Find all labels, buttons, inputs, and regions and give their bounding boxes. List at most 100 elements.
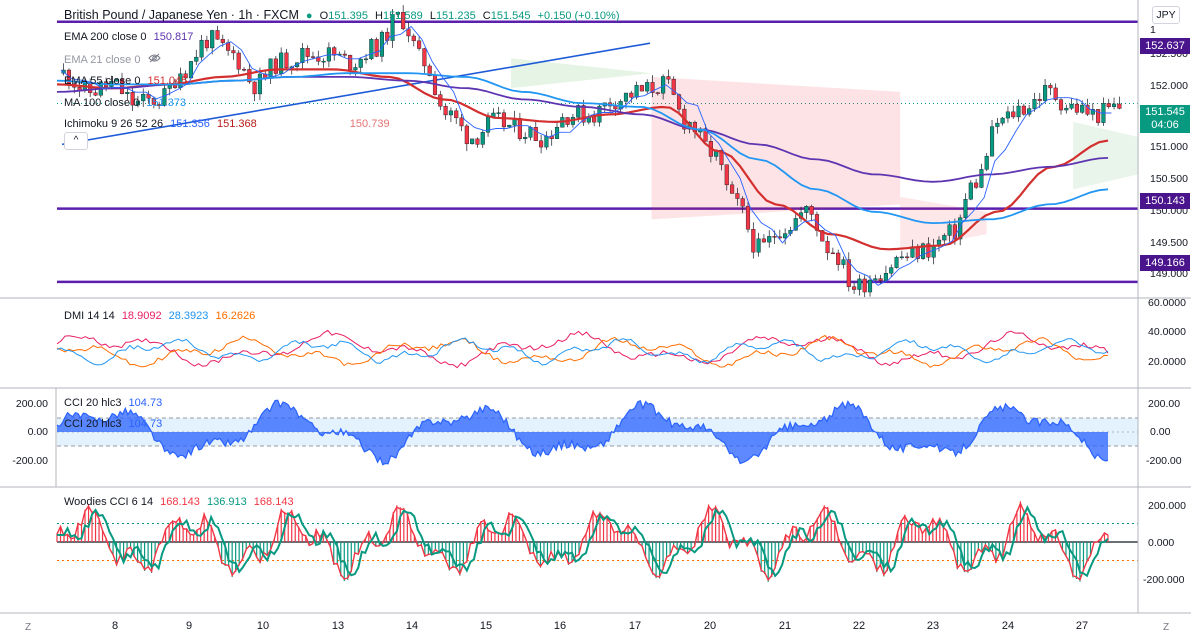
candle-body <box>125 92 130 94</box>
candle-body <box>353 67 358 71</box>
candle-body <box>475 138 480 145</box>
close-value: 151.545 <box>490 10 531 22</box>
high-value: 151.589 <box>382 10 423 22</box>
zoom-left-button[interactable]: Z <box>25 622 32 633</box>
candle-body <box>443 106 448 116</box>
ma100-line <box>56 72 1109 225</box>
candle-body <box>989 126 995 157</box>
candle-body <box>719 149 724 165</box>
candle-body <box>544 135 549 148</box>
candle-body <box>1021 105 1026 115</box>
ema55-value: 151.045 <box>147 75 188 87</box>
time-axis-label: 21 <box>778 620 792 632</box>
candle-body <box>592 116 597 123</box>
legend-ema55[interactable]: EMA 55 close 0 151.045 <box>64 75 191 87</box>
candle-body <box>804 206 809 213</box>
ichimoku-cloud <box>1073 121 1138 190</box>
time-axis-label: 23 <box>926 620 940 632</box>
ema21-label: EMA 21 close 0 <box>64 54 141 66</box>
candle-body <box>952 224 957 240</box>
candle-body <box>1058 99 1064 111</box>
candle-body <box>846 259 851 287</box>
currency-button[interactable]: JPY <box>1152 6 1180 24</box>
candle-body <box>1085 104 1090 115</box>
candle-body <box>1000 117 1005 124</box>
candle-body <box>199 39 204 58</box>
ichimoku-value-1: 151.356 <box>170 118 210 130</box>
cci-label-2: CCI 20 hlc3 <box>64 418 122 430</box>
candle-body <box>1053 87 1058 100</box>
candle-body <box>406 28 411 37</box>
legend-ichimoku[interactable]: Ichimoku 9 26 52 26 151.356 151.368 150.… <box>64 118 394 130</box>
cci-histogram <box>57 400 1108 465</box>
candle-body <box>1096 109 1101 123</box>
cci-value: 104.73 <box>128 397 163 409</box>
candle-body <box>809 206 814 215</box>
cci-left-axis-label: 200.00 <box>15 398 48 410</box>
candle-body <box>539 140 544 148</box>
time-axis-label: 24 <box>1001 620 1015 632</box>
price-axis-label: 151.000 <box>1150 141 1188 153</box>
legend-cci-overlay[interactable]: CCI 20 hlc3 104.73 <box>64 418 166 430</box>
candle-body <box>703 128 708 142</box>
price-axis-label: 152.000 <box>1150 80 1188 92</box>
candle-body <box>427 65 432 76</box>
candle-body <box>411 35 416 42</box>
change-value: +0.150 (+0.10%) <box>537 10 620 22</box>
candle-body <box>385 31 390 41</box>
candle-body <box>836 252 841 265</box>
cci-left-axis-label: -200.00 <box>12 455 48 467</box>
collapse-legend-button[interactable]: ^ <box>64 132 88 150</box>
legend-ema21[interactable]: EMA 21 close 0 <box>64 53 165 66</box>
candle-body <box>1016 105 1021 118</box>
candle-body <box>1037 99 1042 101</box>
dmi-axis-label: 60.0000 <box>1148 297 1186 309</box>
legend-ma100[interactable]: MA 100 close 0 151.373 <box>64 97 190 109</box>
zoom-right-button[interactable]: Z <box>1163 622 1170 633</box>
ichimoku-conversion-line <box>60 25 1112 286</box>
ema200-value: 150.817 <box>153 31 194 43</box>
woodies-value-1: 168.143 <box>160 496 200 508</box>
legend-cci[interactable]: CCI 20 hlc3 104.73 <box>64 397 166 409</box>
candle-body <box>194 56 199 62</box>
time-axis-label: 9 <box>185 620 193 632</box>
eye-hidden-icon[interactable] <box>147 53 161 66</box>
candle-body <box>1005 111 1010 119</box>
candle-body <box>119 79 125 94</box>
candle-body <box>1048 85 1053 89</box>
candle-body <box>284 52 289 69</box>
candle-body <box>1043 85 1048 101</box>
candle-body <box>613 105 618 110</box>
legend-dmi[interactable]: DMI 14 14 18.9092 28.3923 16.2626 <box>64 310 259 322</box>
candle-body <box>236 52 241 70</box>
candle-body <box>783 233 788 239</box>
candle-body <box>825 240 830 254</box>
resistance-price-tag: 152.637 <box>1140 38 1190 54</box>
candle-body <box>183 73 188 79</box>
candle-body <box>756 238 761 253</box>
candle-body <box>1090 109 1095 115</box>
cci-axis-label: 200.00 <box>1148 398 1181 410</box>
symbol-title[interactable]: British Pound / Japanese Yen · 1h · FXCM <box>64 8 299 22</box>
candle-body <box>358 58 363 68</box>
time-axis-label: 14 <box>405 620 419 632</box>
candle-body <box>873 278 878 281</box>
ema200-label: EMA 200 close 0 <box>64 31 147 43</box>
ma100-label: MA 100 close 0 <box>64 97 140 109</box>
high-label: H <box>375 10 383 22</box>
time-axis-label: 27 <box>1075 620 1089 632</box>
trendline <box>61 42 651 146</box>
current-price: 151.545 <box>1145 106 1185 118</box>
legend-ema200[interactable]: EMA 200 close 0 150.817 <box>64 31 197 43</box>
candle-body <box>867 279 873 293</box>
cci-label: CCI 20 hlc3 <box>64 397 122 409</box>
candle-body <box>772 236 777 238</box>
legend-woodies[interactable]: Woodies CCI 6 14 168.143 136.913 168.143 <box>64 496 298 508</box>
candle-body <box>130 92 135 106</box>
open-value: 151.395 <box>328 10 368 22</box>
dmi-minus-line <box>56 334 1109 368</box>
candle-body <box>645 82 650 92</box>
woodies-turbo-line <box>57 505 1109 578</box>
time-axis-label: 13 <box>331 620 345 632</box>
